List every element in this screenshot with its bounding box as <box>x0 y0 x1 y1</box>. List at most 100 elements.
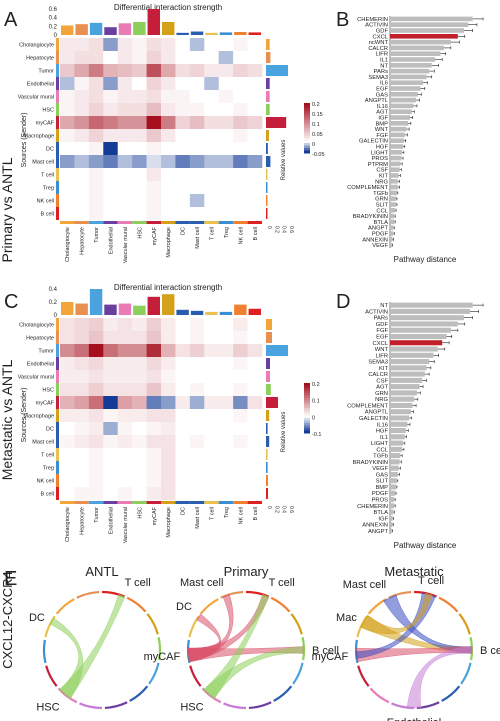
A-row-bar-1 <box>266 52 271 63</box>
C-cell-5-8 <box>175 383 191 397</box>
C-cell-10-6 <box>146 448 162 462</box>
B-label-12: EGF <box>376 87 388 93</box>
A-cell-4-9 <box>189 90 205 104</box>
C-cell-7-2 <box>88 409 104 423</box>
C-col-bar-4 <box>118 303 132 315</box>
A-cell-13-8 <box>175 207 191 221</box>
A-col-bar-4 <box>118 23 132 35</box>
C-cell-11-6 <box>146 461 162 475</box>
A-cell-2-3 <box>103 64 119 78</box>
A-row-bar-3 <box>266 78 270 89</box>
A-cell-0-9 <box>189 38 205 52</box>
A-col-label-4: Vascular mural <box>123 227 129 263</box>
A-cell-0-7 <box>161 38 176 52</box>
panel-letter-b: B <box>336 9 349 31</box>
A-row-strip-9 <box>56 155 59 168</box>
D-label-9: SEMA3 <box>368 360 388 366</box>
A-cell-5-2 <box>88 103 104 117</box>
A-cell-5-0 <box>60 103 75 117</box>
B-bar-14 <box>390 97 417 103</box>
C-cell-7-3 <box>103 409 119 423</box>
C-col-label-4: Vascular mural <box>123 507 129 543</box>
C-cell-12-11 <box>218 474 234 488</box>
D-label-12: CSF <box>376 378 388 384</box>
chord-1-label-1: T cell <box>269 577 295 589</box>
A-legend-swatch-8 <box>304 123 310 126</box>
C-cell-13-0 <box>60 487 75 501</box>
A-cell-0-11 <box>218 38 234 52</box>
C-cell-10-9 <box>189 448 205 462</box>
A-cell-1-13 <box>247 51 263 65</box>
C-cell-3-10 <box>204 357 220 371</box>
C-col-bar-11 <box>219 311 233 315</box>
C-cell-2-5 <box>132 344 147 358</box>
A-row-label-4: Vascular mural <box>18 95 54 101</box>
chord-2-label-4: myCAF <box>312 651 349 663</box>
A-top-tick-1: 0.4 <box>49 16 58 22</box>
A-cell-6-5 <box>132 116 147 130</box>
D-bar-8 <box>390 352 434 358</box>
C-cell-1-13 <box>247 331 263 345</box>
B-label-6: LIFR <box>375 52 388 58</box>
chord-diagrams-e: ANTL Primary Metastatic T cell DC HSC Mast … <box>29 564 500 721</box>
A-cell-5-9 <box>189 103 205 117</box>
A-legend-tick-0: 0.2 <box>312 102 320 108</box>
C-cell-6-9 <box>189 396 205 410</box>
chord-2-ring-8 <box>369 687 390 704</box>
D-label-3: GDF <box>376 322 389 328</box>
C-col-bar-2 <box>89 289 103 315</box>
C-legend-swatch-14 <box>304 418 310 421</box>
C-cell-8-11 <box>218 422 234 436</box>
A-col-label-12: NK cell <box>238 227 244 244</box>
A-cell-11-8 <box>175 181 191 195</box>
A-cell-6-9 <box>189 116 205 130</box>
C-col-strip-8 <box>175 501 190 504</box>
heatmap-c: Differential interaction strength Source… <box>18 283 322 543</box>
A-right-tick-2: 0.4 <box>281 226 287 233</box>
chord-2-label-0: Mast cell <box>343 579 386 591</box>
A-cell-9-4 <box>117 155 133 169</box>
C-cell-8-3 <box>103 422 119 436</box>
A-legend-swatch-19 <box>304 150 310 154</box>
B-label-24: PROS <box>372 156 389 162</box>
A-cell-2-12 <box>233 64 248 78</box>
A-col-label-3: Endothelial <box>109 227 115 254</box>
D-label-30: PDGF <box>372 491 389 497</box>
C-row-bar-0 <box>266 319 272 330</box>
A-cell-8-12 <box>233 142 248 156</box>
chord-0-ring-8 <box>57 687 78 704</box>
A-cell-1-6 <box>146 51 162 65</box>
A-cell-3-0 <box>60 77 75 91</box>
C-col-bar-7 <box>162 294 175 315</box>
B-bar-3 <box>390 34 458 39</box>
C-col-label-1: Hepatocyte <box>80 507 86 535</box>
C-cell-11-4 <box>117 461 133 475</box>
A-cell-12-5 <box>132 194 147 208</box>
B-label-2: GDF <box>376 29 389 35</box>
C-legend-swatch-5 <box>304 395 310 399</box>
B-bar-5 <box>390 45 444 51</box>
A-cell-8-13 <box>247 142 263 156</box>
chord-1-ring-10 <box>186 639 191 664</box>
A-row-bar-8 <box>266 143 268 154</box>
C-cell-8-8 <box>175 422 191 436</box>
A-cell-0-12 <box>233 38 248 52</box>
A-cell-3-8 <box>175 77 191 91</box>
B-bar-6 <box>390 51 441 56</box>
D-label-18: GALECTIN <box>359 416 388 422</box>
C-row-label-4: Vascular mural <box>18 375 54 381</box>
A-row-label-10: T cell <box>41 173 54 179</box>
C-cell-8-13 <box>247 422 263 436</box>
A-legend-tick-4: 0 <box>312 142 315 148</box>
A-right-tick-1: 0.2 <box>273 226 279 233</box>
A-cell-0-13 <box>247 38 263 52</box>
C-row-strip-0 <box>56 318 59 331</box>
C-col-strip-11 <box>218 501 234 504</box>
A-legend-swatch-18 <box>304 148 310 151</box>
C-legend-swatch-6 <box>304 398 310 401</box>
A-cell-3-4 <box>117 77 133 91</box>
C-cell-13-7 <box>161 487 176 501</box>
B-bar-24 <box>390 155 402 161</box>
A-cell-4-5 <box>132 90 147 104</box>
C-cell-13-8 <box>175 487 191 501</box>
